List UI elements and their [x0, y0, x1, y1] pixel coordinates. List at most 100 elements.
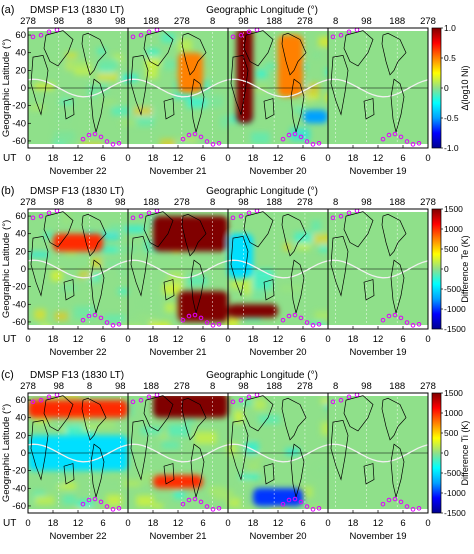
aurora-marker	[292, 131, 298, 137]
ut-tick-label: 12	[273, 153, 284, 164]
continent-outline	[130, 55, 149, 116]
texture-cell	[305, 94, 320, 100]
texture-cell	[250, 132, 270, 145]
top-tick-label: 188	[266, 197, 282, 208]
aurora-marker	[230, 215, 236, 221]
texture-cell	[104, 314, 126, 324]
texture-cell	[279, 93, 292, 101]
top-tick-label: 278	[174, 197, 190, 208]
continent-outline	[130, 236, 149, 297]
texture-cell	[51, 270, 63, 282]
day-label: November 22	[49, 166, 106, 177]
continent-outline	[263, 98, 275, 120]
texture-cell	[294, 106, 306, 113]
ut-tick-label: 6	[300, 153, 305, 164]
panel-2: (b) DMSP F13 (1830 LT) Geographic Longitud…	[1, 185, 470, 358]
texture-cell	[124, 403, 134, 417]
aurora-marker	[392, 131, 398, 137]
aurora-marker	[216, 321, 222, 327]
aurora-marker	[204, 320, 210, 325]
top-tick-label: 188	[389, 381, 405, 392]
day-label: November 21	[149, 531, 206, 542]
colorbar	[431, 208, 442, 330]
texture-cell	[146, 48, 160, 57]
magnetic-equator-line	[28, 443, 129, 463]
texture-cell	[62, 495, 76, 505]
aurora-marker	[416, 140, 422, 146]
texture-cell	[280, 284, 302, 293]
aurora-marker	[180, 136, 186, 142]
texture-cell	[243, 288, 252, 296]
aurora-marker	[210, 142, 216, 147]
texture-cell	[54, 311, 68, 321]
aurora-marker	[310, 507, 316, 512]
y-tick-label: 40	[15, 413, 26, 424]
continent-outline	[390, 443, 405, 498]
colorbar-tick-label: -500	[444, 468, 461, 478]
continent-outline	[230, 55, 249, 116]
feature-region	[303, 110, 328, 124]
y-tick-label: -20	[12, 282, 26, 293]
texture-cell	[318, 241, 329, 253]
texture-cell	[103, 99, 116, 105]
aurora-marker	[280, 136, 286, 142]
ut-tick-label: 0	[25, 334, 30, 345]
ut-tick-label: 0	[425, 153, 430, 164]
continent-outline	[81, 397, 107, 441]
aurora-marker	[146, 210, 152, 216]
continent-outline	[263, 279, 275, 301]
continent-outline	[363, 463, 375, 485]
texture-cell	[293, 91, 310, 100]
texture-cell	[161, 33, 176, 43]
aurora-marker	[398, 315, 404, 321]
ut-tick-label: 6	[100, 518, 105, 529]
texture-cell	[208, 95, 224, 108]
ut-tick-label: 18	[348, 334, 359, 345]
top-tick-label: 8	[333, 16, 338, 27]
aurora-marker	[246, 29, 252, 35]
features-layer	[28, 393, 303, 506]
texture-cell	[123, 479, 141, 488]
continent-outline	[343, 395, 374, 432]
aurora-marker	[380, 317, 386, 323]
y-tick-label: 40	[15, 48, 26, 59]
texture-cell	[311, 51, 322, 59]
aurora-marker	[116, 505, 122, 511]
top-tick-label: 278	[420, 197, 436, 208]
continent-outline	[30, 236, 49, 297]
aurora-marker	[280, 501, 286, 507]
continent-outline	[390, 78, 405, 133]
texture-cell	[106, 494, 122, 506]
feature-region	[178, 291, 228, 322]
aurora-marker	[398, 134, 404, 140]
texture-cell	[225, 315, 239, 329]
continent-outline	[330, 420, 349, 481]
texture-cell	[53, 473, 64, 485]
continent-outline	[43, 395, 74, 432]
aurora-marker	[286, 313, 292, 319]
top-tick-label: 188	[266, 16, 282, 27]
aurora-marker	[404, 504, 410, 509]
aurora-marker	[316, 140, 322, 146]
day-label: November 21	[149, 166, 206, 177]
continent-outline	[290, 259, 305, 314]
ut-tick-label: 0	[25, 153, 30, 164]
ut-tick-label: 12	[373, 518, 384, 529]
aurora-marker	[38, 32, 44, 38]
top-tick-label: 8	[87, 16, 92, 27]
colorbar-tick-label: 0.5	[444, 53, 456, 63]
colorbar-label: Difference Te (K)	[460, 235, 470, 302]
continent-outline	[290, 78, 305, 133]
panel-1: (a) DMSP F13 (1830 LT) Geographic Longitud…	[1, 4, 470, 177]
aurora-marker	[98, 134, 104, 140]
day-label: November 22	[49, 531, 106, 542]
top-tick-label: 278	[420, 381, 436, 392]
panel-label: (b)	[1, 185, 14, 197]
top-axis-label: Geographic Longitude (°)	[206, 5, 318, 16]
texture-cell	[133, 106, 153, 117]
ut-tick-label: 12	[373, 153, 384, 164]
colorbar-tick-label: 1000	[444, 408, 463, 418]
aurora-marker	[316, 505, 322, 511]
panel-3: (c) DMSP F13 (1830 LT) Geographic Longitud…	[1, 369, 470, 542]
texture-cell	[59, 99, 73, 105]
